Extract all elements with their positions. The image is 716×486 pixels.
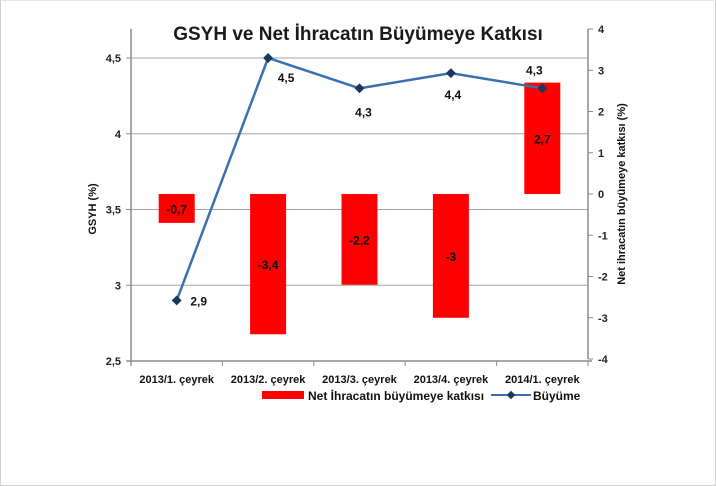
line-marker [171,295,182,306]
data-labels: -0,7 -3,4 -2,2 -3 2,7 2,9 4,5 4,3 4,4 4,3 [166,63,551,308]
x-tick-label: 2013/4. çeyrek [414,374,490,386]
y-tick-label: 3,5 [106,205,121,217]
line-value-label: 4,5 [278,71,295,85]
line-value-label: 2,9 [190,294,207,308]
bar-value-label: -2,2 [349,233,370,247]
line-value-label: 4,3 [526,63,543,77]
y2-tick-label: 3 [598,65,604,77]
line-marker [537,83,548,94]
y-tick-label: 4 [115,129,122,141]
x-tick-label: 2014/1. çeyrek [505,374,581,386]
bar [341,194,378,285]
y-tick-label: 2,5 [106,356,121,368]
legend-bar-label: Net İhracatın büyümeye katkısı [308,388,484,403]
bar-value-label: -3,4 [258,258,279,272]
y-axis-title: GSYH (%) [87,183,99,235]
line-value-label: 4,4 [445,88,462,102]
axes: 4,5 4 3,5 3 2,5 4 3 2 1 0 -1 -2 -3 -4 2013/1. çeyrek 20… [106,24,609,386]
line-marker [263,53,274,63]
line-value-label: 4,3 [355,105,372,119]
bar [158,194,195,223]
legend-marker-icon [506,390,516,400]
legend-bar-swatch [262,391,304,399]
bar [250,194,287,335]
bar-value-label: -0,7 [166,202,187,216]
y2-tick-label: -3 [598,313,608,325]
bar [524,82,561,194]
legend: Net İhracatın büyümeye katkısı Büyüme [262,388,581,403]
x-tick-label: 2013/2. çeyrek [231,374,307,386]
line-marker [354,83,365,94]
x-tick-label: 2013/3. çeyrek [322,374,398,386]
y-tick-label: 3 [115,280,121,292]
y2-tick-label: -1 [598,230,608,242]
bar-value-label: -3 [446,250,457,264]
y2-axis-title: Net ihracatın büyümeye katkısı (%) [616,103,628,285]
y2-tick-label: -2 [598,272,608,284]
bar-series [158,82,561,335]
y2-tick-label: 2 [598,107,604,119]
bar [432,194,469,318]
line-marker [445,68,456,79]
y-tick-label: 4,5 [106,53,121,65]
y2-tick-label: 0 [598,189,604,201]
y2-tick-label: 1 [598,148,604,160]
bar-value-label: 2,7 [534,132,551,146]
legend-line-label: Büyüme [533,389,581,403]
y2-tick-label: -4 [598,354,609,366]
y2-tick-label: 4 [598,24,605,36]
x-tick-label: 2013/1. çeyrek [139,374,215,386]
chart-title: GSYH ve Net İhracatın Büyümeye Katkısı [173,24,543,45]
